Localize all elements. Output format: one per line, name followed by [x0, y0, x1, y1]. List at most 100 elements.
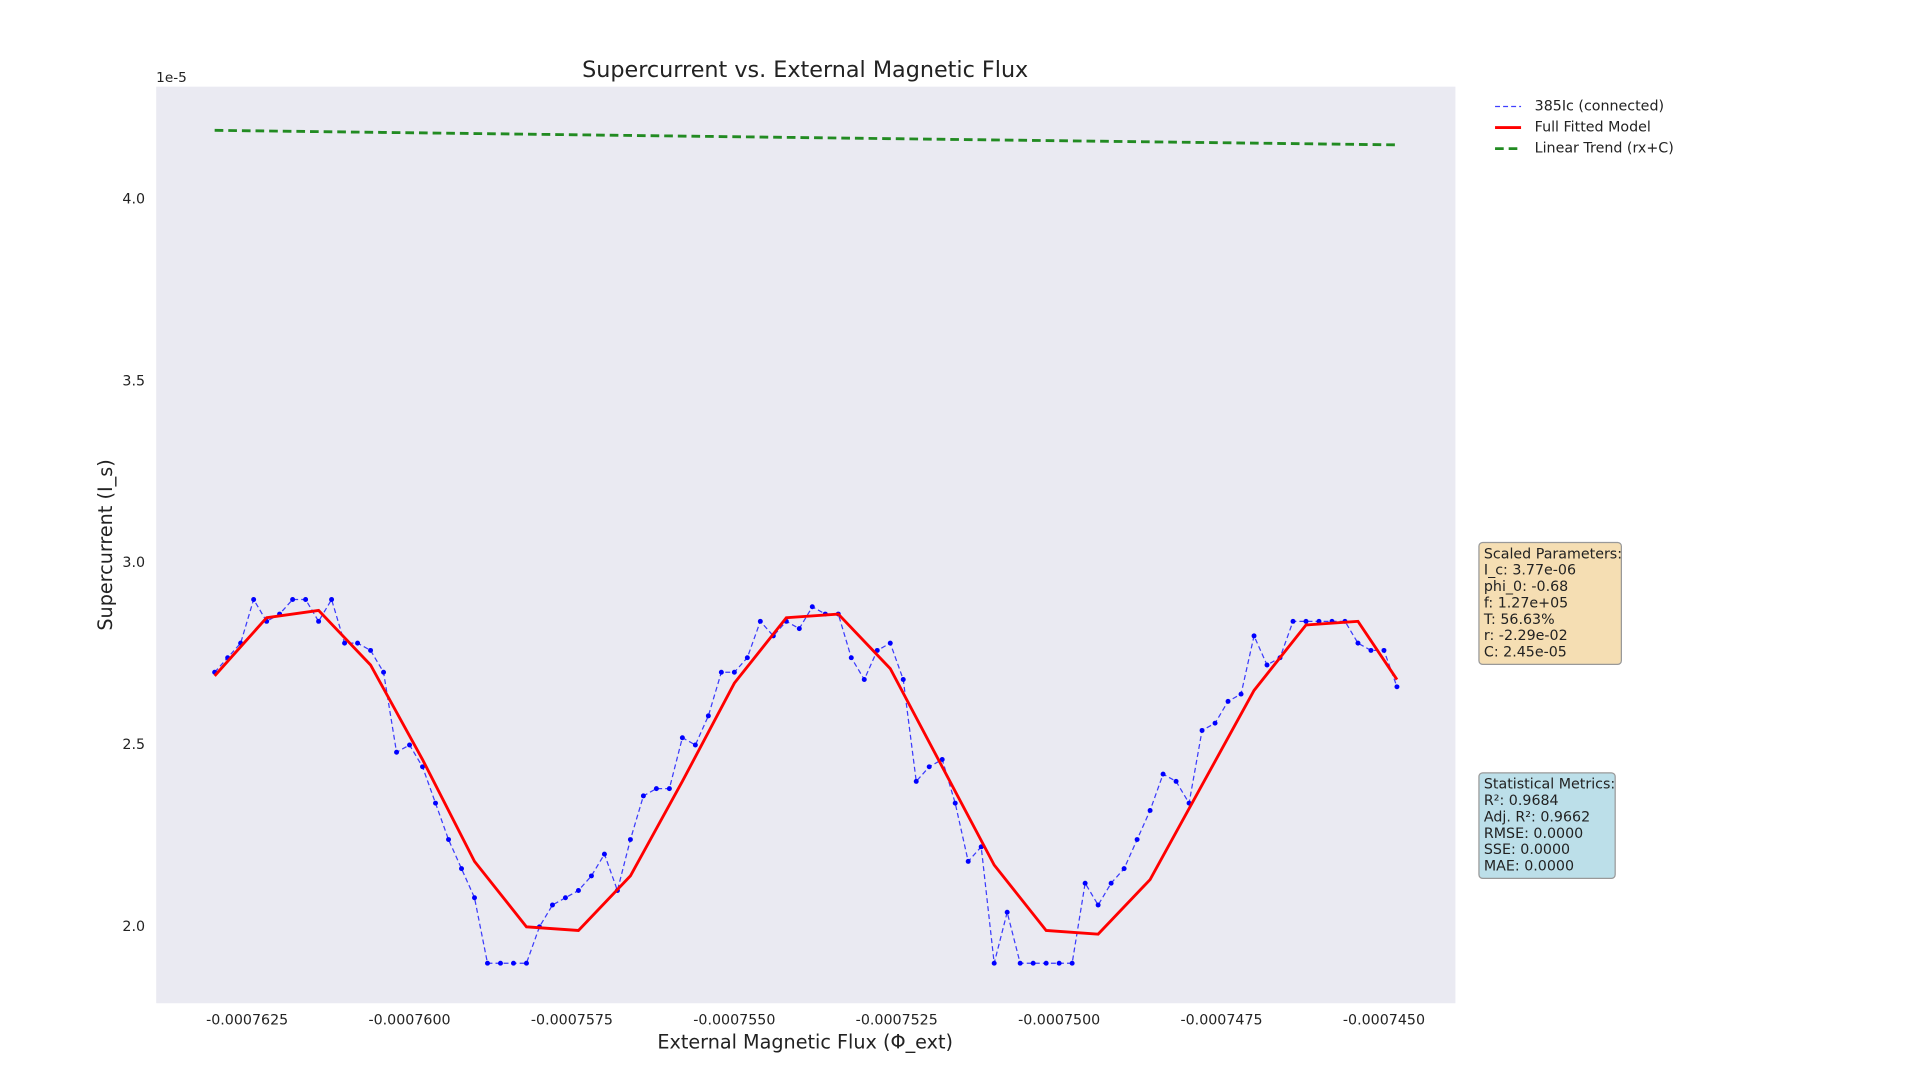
annotation-line: f: 1.27e+05 — [1484, 595, 1568, 611]
data-point — [1082, 880, 1088, 886]
y-tick-label: 2.5 — [122, 737, 145, 753]
data-point — [420, 764, 426, 770]
data-point — [705, 713, 711, 719]
plot-area — [156, 86, 1456, 1004]
data-point — [809, 604, 815, 610]
data-point — [1121, 866, 1127, 872]
data-point — [381, 669, 387, 675]
x-tick-label: -0.0007450 — [1343, 1013, 1425, 1029]
y-tick-label: 2.0 — [122, 919, 145, 935]
data-point — [1160, 771, 1166, 777]
annotation-line: C: 2.45e-05 — [1484, 644, 1567, 660]
x-tick-label: -0.0007550 — [693, 1013, 775, 1029]
y-axis-label: Supercurrent (I_s) — [94, 459, 117, 630]
y-tick-label: 4.0 — [122, 191, 145, 207]
data-point — [485, 960, 490, 966]
data-point — [679, 735, 685, 741]
data-point — [926, 764, 932, 770]
data-point — [511, 960, 516, 966]
annotation-line: R²: 0.9684 — [1484, 793, 1559, 809]
x-tick-label: -0.0007475 — [1180, 1013, 1262, 1029]
data-point — [342, 640, 348, 646]
data-point — [1095, 902, 1101, 908]
data-point — [1381, 647, 1387, 653]
data-point — [1394, 684, 1400, 690]
data-point — [1004, 909, 1010, 915]
data-point — [1264, 662, 1270, 668]
data-point — [303, 597, 309, 602]
data-point — [1199, 727, 1205, 733]
data-point — [394, 749, 400, 755]
data-point — [640, 793, 646, 799]
data-point — [407, 742, 413, 748]
data-point — [446, 837, 451, 843]
data-point — [290, 597, 296, 602]
x-tick-label: -0.0007575 — [531, 1013, 613, 1029]
annotation-line: I_c: 3.77e-06 — [1484, 563, 1576, 579]
annotation-line: Adj. R²: 0.9662 — [1484, 809, 1590, 825]
x-axis-label: External Magnetic Flux (Φ_ext) — [657, 1030, 953, 1053]
data-point — [588, 873, 594, 879]
annotation-line: RMSE: 0.0000 — [1484, 826, 1583, 842]
annotation-box — [1478, 772, 1616, 879]
series-line — [214, 128, 1397, 147]
data-point — [1056, 960, 1062, 966]
data-point — [1043, 960, 1049, 966]
data-point — [523, 960, 529, 966]
data-point — [433, 800, 439, 806]
data-point — [861, 677, 867, 682]
annotation-line: SSE: 0.0000 — [1484, 842, 1570, 858]
data-point — [355, 640, 361, 646]
data-point — [718, 669, 724, 675]
data-point — [1355, 640, 1361, 646]
y-tick-label: 3.0 — [122, 555, 145, 571]
data-point — [744, 655, 750, 661]
legend-label: Full Fitted Model — [1535, 120, 1651, 136]
annotation-line: r: -2.29e-02 — [1484, 628, 1568, 644]
annotation-title: Statistical Metrics: — [1484, 777, 1615, 793]
series-line — [213, 608, 1399, 936]
data-point — [757, 618, 763, 624]
data-point — [627, 837, 633, 843]
data-point — [939, 757, 945, 763]
data-point — [1238, 691, 1244, 697]
data-point — [1134, 837, 1140, 843]
data-point — [251, 597, 257, 602]
data-point — [731, 669, 737, 675]
data-point — [1225, 698, 1231, 704]
data-point — [1251, 633, 1257, 639]
legend-label: 385Ic (connected) — [1535, 99, 1664, 115]
data-point — [796, 626, 802, 632]
data-point — [549, 902, 555, 908]
data-point — [1030, 960, 1036, 966]
data-point — [900, 677, 906, 682]
chart-title: Supercurrent vs. External Magnetic Flux — [582, 57, 1028, 83]
data-point — [991, 960, 997, 966]
data-point — [1290, 618, 1296, 624]
data-point — [368, 647, 374, 653]
data-point — [1147, 807, 1153, 813]
data-point — [562, 895, 568, 901]
data-point — [1108, 880, 1114, 886]
data-point — [1212, 720, 1218, 726]
data-point — [575, 887, 581, 893]
data-point — [887, 640, 893, 646]
data-point — [329, 597, 335, 602]
y-tick-label: 3.5 — [122, 373, 145, 389]
data-point — [952, 800, 958, 806]
x-tick-label: -0.0007600 — [368, 1013, 450, 1029]
data-point — [1303, 618, 1309, 624]
data-point — [1368, 647, 1374, 653]
data-point — [692, 742, 698, 748]
annotation-line: T: 56.63% — [1483, 612, 1555, 628]
data-point — [666, 786, 672, 792]
data-point — [472, 895, 477, 901]
data-point — [653, 786, 659, 792]
data-point — [1069, 960, 1075, 966]
x-tick-label: -0.0007625 — [206, 1013, 288, 1029]
data-point — [848, 655, 854, 661]
annotation-title: Scaled Parameters: — [1484, 546, 1622, 562]
data-point — [498, 960, 503, 966]
